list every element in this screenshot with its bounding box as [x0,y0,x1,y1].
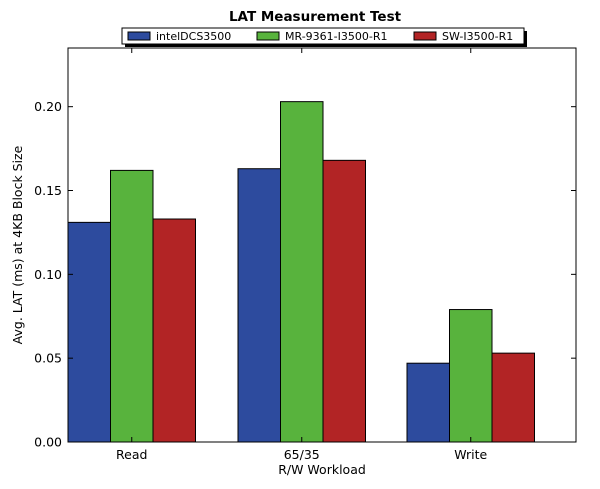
x-tick-label: Write [454,447,487,462]
chart-title: LAT Measurement Test [229,9,402,25]
legend-swatch [256,31,280,41]
y-axis: 0.00 0.05 0.10 0.15 0.20 [34,99,576,450]
legend-swatch [127,31,151,41]
bar [152,218,196,443]
bar [67,221,111,443]
x-axis: Read 65/35 Write [116,48,488,462]
x-tick-label: 65/35 [284,447,320,462]
bar [322,159,366,443]
x-tick-label: Read [116,447,147,462]
y-axis-label: Avg. LAT (ms) at 4KB Block Size [10,145,25,344]
bar [280,101,324,443]
bar [110,169,154,443]
legend: intelDCS3500 MR-9361-I3500-R1 SW-I3500-R1 [121,27,527,47]
y-tick-label: 0.15 [34,183,62,198]
legend-label: SW-I3500-R1 [442,30,513,43]
legend-swatch [413,31,437,41]
bar [406,362,450,443]
y-tick-label: 0.10 [34,267,62,282]
y-tick-label: 0.00 [34,435,62,450]
x-axis-label: R/W Workload [278,462,366,477]
bar [491,352,535,443]
bar [237,168,281,443]
y-tick-label: 0.05 [34,351,62,366]
legend-label: MR-9361-I3500-R1 [285,30,387,43]
y-tick-label: 0.20 [34,99,62,114]
bar [449,309,493,443]
legend-label: intelDCS3500 [156,30,231,43]
bars-group [67,101,535,443]
